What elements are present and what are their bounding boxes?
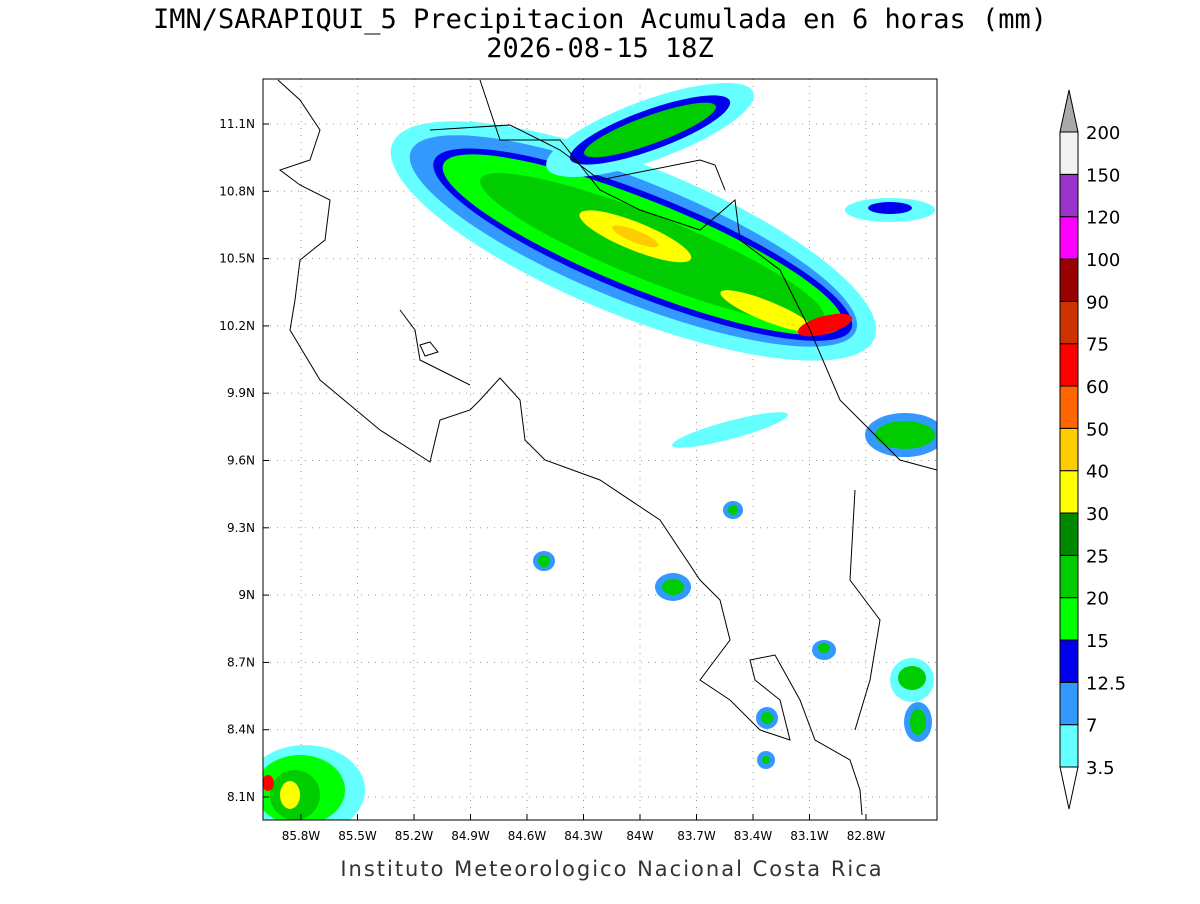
lon-label: 83.4W: [734, 829, 773, 843]
footer: Instituto Meteorologico Nacional Costa R…: [340, 857, 883, 881]
colorbar-segment: [1059, 470, 1079, 514]
lon-label: 85.2W: [395, 829, 434, 843]
colorbar-label: 200: [1086, 123, 1120, 144]
colorbar-label: 75: [1086, 335, 1109, 356]
colorbar-label: 90: [1086, 292, 1109, 313]
colorbar-label: 7: [1086, 716, 1097, 737]
colorbar-segment: [1059, 300, 1079, 345]
subtitle: 2026-08-15 18Z: [486, 33, 714, 64]
colorbar-above: [1059, 89, 1079, 133]
lon-label: 82.8W: [847, 829, 886, 843]
colorbar-label: 100: [1086, 250, 1120, 271]
colorbar-segment: [1059, 385, 1079, 429]
colorbar-label: 60: [1086, 377, 1109, 398]
lat-label: 9.9N: [227, 386, 255, 400]
lat-label: 9N: [238, 588, 255, 602]
colorbar-label: 3.5: [1086, 758, 1115, 779]
coastline: [277, 79, 937, 816]
colorbar-segment: [1059, 131, 1079, 175]
colorbar-label: 30: [1086, 504, 1109, 525]
lat-label: 10.8N: [219, 184, 255, 198]
lon-label: 84.3W: [564, 829, 603, 843]
lon-label: 85.8W: [282, 829, 321, 843]
lon-label: 83.1W: [790, 829, 829, 843]
lat-label: 8.1N: [227, 790, 255, 804]
colorbar-segment: [1059, 639, 1079, 683]
map-frame: [262, 78, 938, 821]
lon-label: 83.7W: [677, 829, 716, 843]
colorbar-label: 150: [1086, 165, 1120, 186]
colorbar-segment: [1059, 681, 1079, 726]
lon-label: 85.5W: [338, 829, 377, 843]
lat-label: 9.6N: [227, 454, 255, 468]
colorbar-segment: [1059, 258, 1079, 302]
colorbar-segment: [1059, 173, 1079, 218]
colorbar-segment: [1059, 597, 1079, 641]
precipitation: [263, 82, 937, 820]
colorbar-segment: [1059, 512, 1079, 556]
lat-label: 11.1N: [219, 117, 255, 131]
lon-label: 84.9W: [451, 829, 490, 843]
lat-label: 8.7N: [227, 655, 255, 669]
colorbar-segment: [1059, 343, 1079, 387]
colorbar-segment: [1059, 724, 1079, 768]
colorbar-label: 40: [1086, 462, 1109, 483]
lat-label: 10.2N: [219, 319, 255, 333]
colorbar: 3.5 7 12.5 15 20 25 30 40 50 60 75 90 100 120 150 200: [1059, 89, 1126, 810]
lon-label: 84W: [626, 829, 653, 843]
lon-label: 84.6W: [508, 829, 547, 843]
colorbar-label: 50: [1086, 419, 1109, 440]
colorbar-label: 120: [1086, 208, 1120, 229]
colorbar-label: 20: [1086, 589, 1109, 610]
lat-label: 9.3N: [227, 521, 255, 535]
colorbar-segment: [1059, 427, 1079, 472]
colorbar-segment: [1059, 554, 1079, 599]
lat-label: 10.5N: [219, 252, 255, 266]
colorbar-segment: [1059, 216, 1079, 260]
colorbar-label: 25: [1086, 546, 1109, 567]
colorbar-below: [1059, 766, 1079, 810]
lat-label: 8.4N: [227, 723, 255, 737]
title: IMN/SARAPIQUI_5 Precipitacion Acumulada …: [153, 4, 1047, 35]
colorbar-label: 12.5: [1086, 673, 1126, 694]
colorbar-label: 15: [1086, 631, 1109, 652]
